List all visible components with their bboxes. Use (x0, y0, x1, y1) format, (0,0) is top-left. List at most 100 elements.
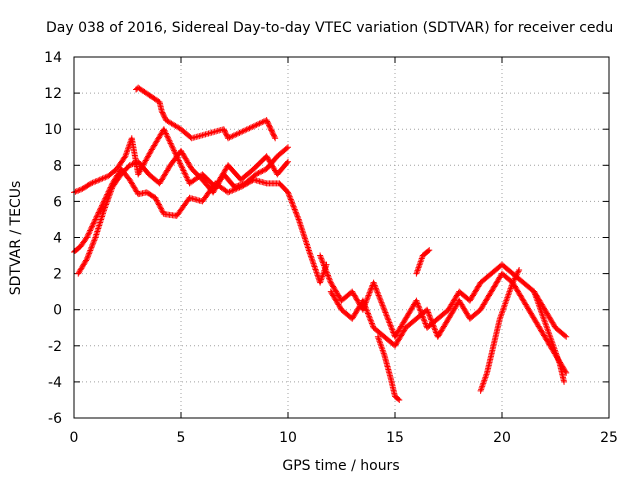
plus-marker (363, 307, 370, 314)
plus-marker (226, 134, 233, 141)
plus-marker (426, 312, 433, 319)
plus-marker (561, 378, 568, 385)
plus-marker (257, 119, 264, 126)
plus-marker (368, 319, 375, 326)
plus-marker (285, 190, 292, 197)
plus-marker (160, 112, 167, 119)
plus-marker (294, 212, 301, 219)
plus-marker (258, 168, 265, 175)
plus-marker (430, 323, 437, 330)
plot-frame (73, 56, 610, 419)
plus-marker (360, 299, 367, 306)
plus-marker (373, 288, 380, 295)
plus-marker (88, 224, 95, 231)
plus-marker (514, 269, 521, 276)
plus-marker (223, 131, 230, 138)
plus-marker (255, 121, 262, 128)
plus-marker (511, 276, 518, 283)
plus-marker (290, 203, 297, 210)
plus-marker (87, 226, 94, 233)
plus-marker (288, 199, 295, 206)
plus-marker (236, 129, 243, 136)
plus-marker (294, 213, 301, 220)
plus-marker (324, 272, 331, 279)
plus-marker (381, 308, 388, 315)
plus-marker (128, 161, 135, 168)
plus-marker (256, 120, 263, 127)
plus-marker (325, 273, 332, 280)
plus-marker (366, 313, 373, 320)
plus-marker (372, 285, 379, 292)
plus-marker (366, 291, 373, 298)
y-tick-label: 8 (53, 158, 62, 174)
plus-marker (511, 275, 518, 282)
plus-marker (319, 259, 326, 266)
plus-marker (326, 275, 333, 282)
plus-marker (267, 124, 274, 131)
plus-marker (368, 320, 375, 327)
plus-marker (99, 175, 106, 182)
plus-marker (159, 109, 166, 116)
plus-marker (310, 262, 317, 269)
plus-marker (250, 123, 257, 130)
plus-marker (95, 209, 102, 216)
plus-marker (285, 189, 291, 196)
plus-marker (293, 210, 300, 217)
plus-marker (162, 130, 169, 137)
plus-marker (309, 257, 316, 264)
plus-marker (314, 272, 321, 279)
plus-marker (292, 209, 299, 216)
plus-marker (93, 213, 100, 220)
plus-marker (291, 206, 298, 213)
plus-marker (94, 212, 101, 219)
plus-marker (225, 135, 232, 142)
plus-marker (89, 223, 96, 230)
plus-marker (365, 311, 372, 318)
plus-marker (266, 122, 273, 129)
plus-marker (102, 203, 109, 210)
plus-marker (249, 123, 256, 130)
y-tick-label: 10 (44, 122, 62, 138)
plus-marker (515, 268, 522, 275)
plus-marker (285, 158, 291, 165)
plus-marker (164, 133, 171, 140)
plus-marker (376, 293, 383, 300)
plus-marker (160, 126, 167, 133)
y-tick-label: 4 (53, 231, 62, 247)
plus-marker (513, 271, 520, 278)
x-axis-label: GPS time / hours (282, 458, 399, 474)
plus-marker (153, 197, 160, 204)
plus-marker (326, 276, 333, 283)
plus-marker (256, 169, 263, 176)
plus-marker (181, 168, 188, 175)
plus-marker (89, 241, 96, 248)
plus-marker (270, 131, 277, 138)
plus-marker (317, 253, 324, 260)
plus-marker (287, 196, 294, 203)
x-tick-label: 0 (70, 430, 79, 446)
plus-marker (386, 320, 393, 327)
plus-marker (233, 131, 240, 138)
plus-marker (90, 220, 97, 227)
plus-marker (92, 216, 99, 223)
plus-marker (237, 129, 244, 136)
plus-marker (272, 135, 279, 142)
plus-marker (287, 195, 294, 202)
plus-marker (413, 299, 420, 306)
plus-marker (416, 304, 423, 311)
data-points (71, 84, 570, 403)
plus-marker (235, 130, 242, 137)
plus-marker (93, 215, 100, 222)
plus-marker (384, 313, 391, 320)
x-tick-label: 5 (177, 430, 186, 446)
plus-marker (90, 179, 97, 186)
plus-marker (307, 251, 314, 258)
plus-marker (90, 240, 97, 247)
plus-marker (177, 161, 184, 168)
plus-marker (367, 316, 374, 323)
plus-marker (317, 252, 324, 259)
plus-marker (107, 189, 114, 196)
plus-marker (314, 270, 321, 277)
plus-marker (364, 293, 371, 300)
plus-marker (364, 310, 371, 317)
